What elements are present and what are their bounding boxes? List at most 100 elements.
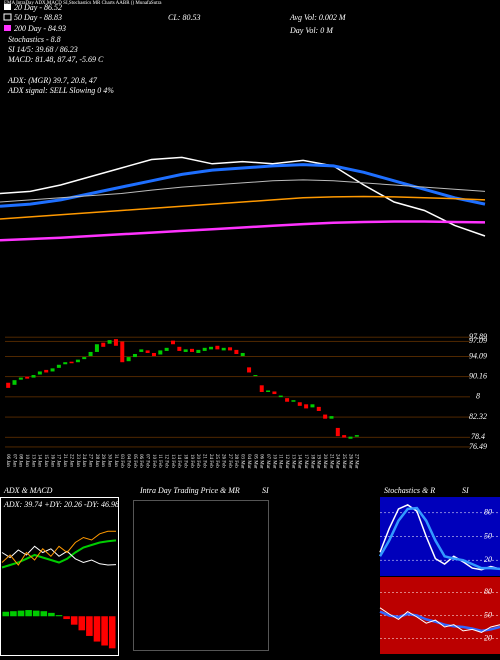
- candle-body: [259, 385, 264, 392]
- x-tick-label: 10 Jan: [24, 454, 29, 467]
- x-tick-label: 07 Jan: [11, 454, 16, 467]
- y-tick-label: 78.4: [471, 432, 485, 441]
- bar: [32, 610, 40, 617]
- legend-swatch: [4, 25, 11, 31]
- candle-body: [278, 395, 283, 398]
- candle-body: [69, 361, 74, 364]
- x-tick-label: 17 Mar: [303, 454, 308, 469]
- bar: [108, 616, 116, 649]
- bar: [101, 616, 108, 646]
- candle-body: [113, 339, 118, 346]
- x-tick-label: 31 Jan: [113, 454, 118, 467]
- candle-body: [228, 347, 233, 351]
- bar: [86, 616, 93, 636]
- candle-body: [316, 406, 321, 411]
- x-tick-label: 17 Jan: [56, 454, 61, 467]
- series-line: [379, 504, 500, 571]
- series-line: [0, 220, 486, 242]
- candle-body: [151, 352, 156, 357]
- candle-body: [177, 346, 182, 351]
- candle-body: [18, 377, 23, 380]
- candle-body: [75, 359, 80, 363]
- ticker-line: EMA IntraDay ADX,MACD SI,Stochastics MR …: [4, 1, 162, 6]
- y-tick-label: 20: [484, 555, 492, 564]
- candle-body: [183, 349, 188, 352]
- candle-body: [25, 376, 30, 379]
- legend-swatch: [4, 4, 11, 10]
- y-tick-label: 97.09: [469, 336, 487, 345]
- x-tick-label: 21 Mar: [328, 454, 333, 469]
- x-tick-label: 26 Mar: [347, 454, 352, 469]
- candle-body: [37, 371, 42, 375]
- y-tick-label: 76.49: [469, 442, 487, 451]
- x-tick-label: 14 Feb: [176, 454, 181, 468]
- candle-body: [63, 362, 68, 365]
- intraday-title: Intra Day Trading Price & MR: [139, 486, 240, 495]
- series-line: [0, 195, 486, 220]
- y-tick-label: 80: [484, 508, 492, 517]
- x-tick-label: 16 Jan: [49, 454, 54, 467]
- candle-body: [240, 352, 245, 357]
- candle-body: [272, 391, 277, 395]
- candle-body: [56, 364, 61, 368]
- panel-title: ADX & MACD: [3, 486, 53, 495]
- x-tick-label: 28 Feb: [233, 454, 238, 468]
- y-tick-label: 94.09: [469, 351, 487, 360]
- x-tick-label: 24 Feb: [208, 454, 213, 468]
- ma200: 200 Day - 84.93: [14, 24, 66, 33]
- x-tick-label: 18 Feb: [183, 454, 188, 468]
- close: CL: 80.53: [168, 13, 200, 22]
- y-tick-label: 8: [476, 392, 480, 401]
- candle-body: [310, 404, 315, 408]
- ma50: 50 Day - 88.83: [14, 13, 62, 22]
- x-tick-label: 29 Jan: [100, 454, 105, 467]
- candle-body: [50, 368, 55, 372]
- x-tick-label: 14 Mar: [297, 454, 302, 469]
- bar: [10, 611, 17, 617]
- series-line: [378, 506, 500, 571]
- x-tick-label: 19 Mar: [316, 454, 321, 469]
- bar: [55, 615, 63, 617]
- x-tick-label: 14 Jan: [37, 454, 42, 467]
- x-tick-label: 27 Jan: [87, 454, 92, 467]
- candle-body: [107, 340, 112, 344]
- candle-body: [354, 435, 359, 437]
- candle-body: [234, 349, 239, 354]
- x-tick-label: 12 Feb: [164, 454, 169, 468]
- candle-body: [31, 375, 36, 378]
- x-tick-label: 06 Mar: [259, 454, 264, 469]
- x-tick-label: 21 Feb: [202, 454, 207, 468]
- si: SI 14/5: 39.68 / 86.23: [8, 45, 78, 54]
- x-tick-label: 07 Mar: [265, 454, 270, 469]
- bar: [25, 610, 32, 617]
- adx: ADX: (MGR) 39.7, 20.8, 47: [7, 76, 98, 85]
- series-line: [0, 156, 486, 237]
- x-tick-label: 25 Feb: [214, 454, 219, 468]
- candle-body: [120, 341, 125, 363]
- panel-border: [133, 500, 269, 651]
- candle-body: [221, 347, 226, 351]
- x-tick-label: 27 Mar: [354, 454, 359, 469]
- series-line: [1, 545, 117, 566]
- x-tick-label: 06 Jan: [5, 454, 10, 467]
- bar: [40, 611, 48, 617]
- candle-body: [158, 350, 163, 355]
- x-tick-label: 20 Feb: [195, 454, 200, 468]
- series-line: [0, 179, 486, 203]
- candle-body: [291, 400, 296, 402]
- candle-body: [82, 357, 87, 360]
- x-tick-label: 13 Jan: [30, 454, 35, 467]
- candle-body: [6, 382, 11, 388]
- x-tick-label: 24 Mar: [335, 454, 340, 469]
- x-tick-label: 10 Mar: [271, 454, 276, 469]
- macd: MACD: 81.48, 87.47, -5.69 C: [7, 55, 104, 64]
- intraday-subtitle: SI: [262, 486, 269, 495]
- x-tick-label: 08 Jan: [18, 454, 23, 467]
- x-tick-label: 19 Feb: [189, 454, 194, 468]
- series-line: [0, 163, 486, 208]
- x-tick-label: 25 Mar: [341, 454, 346, 469]
- y-tick-label: 97.89: [469, 332, 487, 341]
- panel-subtitle: SI: [462, 486, 469, 495]
- x-tick-label: 04 Feb: [125, 454, 130, 468]
